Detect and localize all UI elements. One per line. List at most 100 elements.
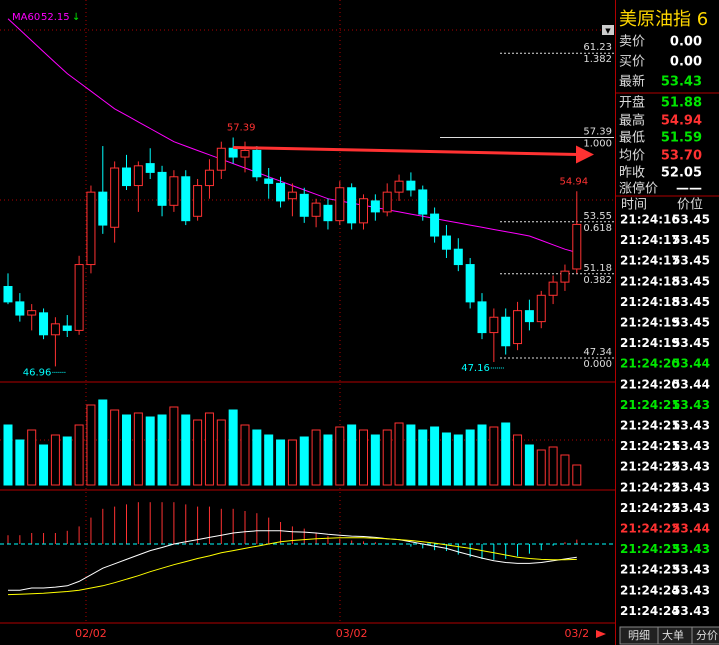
- quote-label: 开盘: [619, 95, 645, 111]
- tab-label[interactable]: 大单: [662, 628, 684, 642]
- volume-bar: [548, 446, 558, 486]
- volume-bar: [252, 429, 262, 486]
- tick-price: 53.43: [672, 542, 710, 556]
- candle-body: [501, 316, 511, 347]
- candle-body: [430, 213, 440, 237]
- dea-line: [7, 537, 577, 596]
- tick-price: 53.45: [672, 254, 710, 268]
- candle-body: [418, 189, 428, 215]
- candle-body: [287, 191, 297, 200]
- volume-bar: [370, 434, 380, 486]
- volume-bar: [133, 412, 143, 486]
- candle-body: [311, 202, 321, 217]
- volume-bar: [240, 424, 250, 486]
- candle-body: [27, 310, 37, 316]
- dropdown[interactable]: [602, 25, 614, 35]
- tick-price: 53.43: [672, 398, 710, 412]
- candle-body: [489, 316, 499, 334]
- volume-bar: [430, 426, 440, 486]
- tick-price: 53.43: [672, 604, 710, 618]
- ma-label: MA60: [12, 12, 40, 23]
- fib-ratio: 1.000: [583, 139, 612, 150]
- tick-price: 53.43: [672, 439, 710, 453]
- volume-bar: [122, 414, 131, 486]
- volume-bar: [15, 439, 25, 486]
- candle-body: [335, 187, 345, 222]
- candle-body: [524, 310, 534, 323]
- candle-body: [228, 147, 238, 158]
- candle-body: [406, 180, 416, 191]
- volume-bar: [39, 444, 49, 486]
- tick-price: 53.45: [672, 233, 710, 247]
- quote-label: 均价: [619, 149, 645, 164]
- candle-body: [572, 223, 582, 270]
- volume-bar: [513, 434, 523, 486]
- volume-bar: [62, 436, 72, 486]
- candle-body: [394, 180, 404, 193]
- candle-body: [299, 193, 309, 217]
- candle-body: [276, 182, 286, 202]
- quote-value: 52.05: [661, 166, 702, 181]
- candle-body: [216, 147, 226, 171]
- trend-arrow: [233, 146, 579, 157]
- volume-bar: [382, 429, 392, 486]
- candle-body: [133, 165, 143, 187]
- dif-line: [8, 530, 577, 591]
- scroll-arrow[interactable]: [596, 630, 606, 638]
- high-label: 57.39: [227, 123, 256, 134]
- volume-bar: [441, 432, 451, 486]
- candle-body: [240, 149, 250, 158]
- tab-label[interactable]: 明细: [628, 629, 650, 642]
- x-tick-label: 02/02: [75, 627, 107, 640]
- candle-body: [264, 178, 274, 184]
- tick-price: 53.43: [672, 563, 710, 577]
- candle-body: [193, 185, 203, 217]
- candle-body: [548, 281, 558, 296]
- volume-bar: [287, 439, 297, 486]
- quote-value: 53.70: [661, 149, 702, 164]
- tick-time: 21:24:21: [620, 419, 680, 433]
- candle-body: [39, 312, 49, 336]
- tick-price: 53.44: [672, 522, 710, 536]
- fib-ratio: 0.618: [583, 223, 612, 234]
- volume-bar: [27, 429, 37, 486]
- volume-bar: [193, 419, 203, 486]
- volume-bar: [394, 422, 404, 486]
- volume-bar: [110, 409, 120, 486]
- fib-price: 53.55: [583, 211, 612, 222]
- quote-value: 0.00: [670, 55, 702, 70]
- fib-price: 57.39: [583, 127, 612, 138]
- candle-body: [252, 149, 262, 178]
- dropdown-icon: ▼: [605, 27, 611, 35]
- volume-bar: [74, 424, 84, 486]
- quote-label: 买价: [619, 55, 645, 70]
- quote-value: 0.00: [670, 35, 702, 50]
- candle-body: [370, 200, 380, 213]
- low-label: 46.96: [23, 367, 52, 378]
- volume-bar: [524, 444, 534, 486]
- fib-price: 51.18: [583, 263, 612, 274]
- tick-time: 21:24:20: [620, 357, 680, 371]
- tab-label[interactable]: 分价: [696, 629, 718, 642]
- fib-ratio: 0.000: [583, 359, 612, 370]
- tick-price: 53.45: [672, 295, 710, 309]
- tick-time: 21:24:24: [620, 583, 680, 597]
- candle-body: [477, 301, 487, 334]
- candle-body: [15, 301, 25, 316]
- quote-label: 最高: [619, 113, 645, 129]
- candle-body: [74, 264, 84, 331]
- quote-value: 51.88: [661, 96, 702, 111]
- volume-bar: [418, 429, 428, 486]
- volume-bar: [311, 429, 321, 486]
- tick-time: 21:24:20: [620, 377, 680, 391]
- volume-bar: [489, 426, 499, 486]
- candle-body: [157, 171, 167, 206]
- fib-ratio: 1.382: [583, 54, 612, 65]
- volume-bar: [157, 414, 167, 486]
- tab[interactable]: [691, 626, 719, 645]
- quote-label: 涨停价: [619, 181, 658, 197]
- x-tick-label: 03/2: [564, 627, 589, 640]
- candle-body: [560, 270, 570, 283]
